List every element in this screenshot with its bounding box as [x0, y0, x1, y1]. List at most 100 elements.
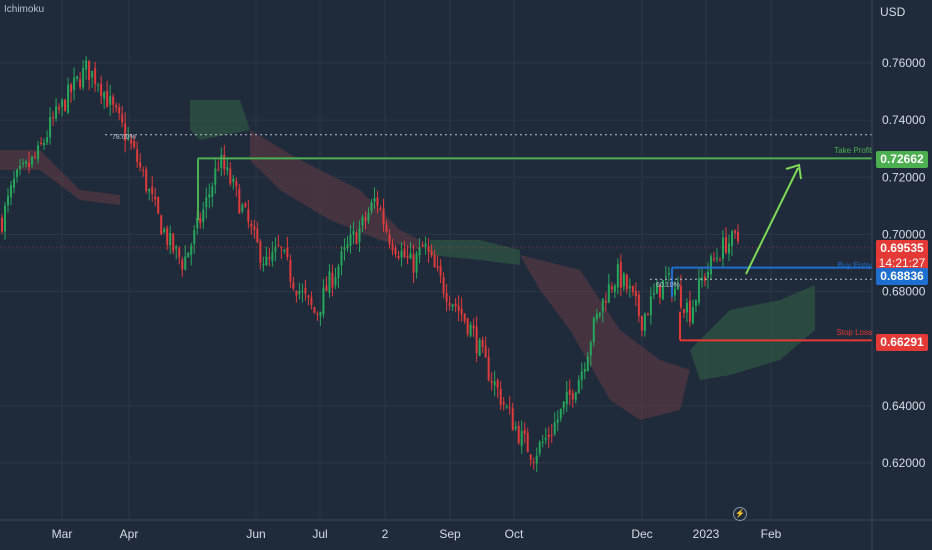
candle-body [631, 285, 634, 292]
candle-body [490, 380, 493, 383]
candle-body [685, 302, 688, 313]
candle-body [406, 255, 409, 258]
candle-body [79, 78, 82, 88]
candle-body [388, 234, 391, 245]
candle-body [610, 286, 613, 290]
candle-body [295, 291, 298, 296]
y-tick-label: 0.68000 [882, 285, 926, 299]
candle-body [493, 381, 496, 385]
candle-body [373, 197, 376, 202]
candle-body [397, 255, 400, 258]
x-tick-label: Dec [631, 527, 652, 541]
candle-body [442, 277, 445, 294]
buy-entry-price-tag: 0.68836 [876, 268, 928, 285]
candle-body [463, 313, 466, 321]
candle-body [247, 209, 250, 222]
candle-body [121, 114, 124, 123]
candle-body [322, 287, 325, 315]
candle-body [619, 261, 622, 288]
candle-body [25, 161, 28, 164]
currency-label[interactable]: USD [880, 5, 906, 19]
candle-body [676, 286, 679, 290]
candle-body [274, 247, 277, 253]
candle-body [571, 393, 574, 400]
candle-body [532, 461, 535, 463]
candle-body [355, 232, 358, 245]
indicator-label[interactable]: Ichimoku [4, 4, 45, 15]
candle-body [22, 162, 25, 164]
candle-body [307, 295, 310, 298]
candle-body [484, 345, 487, 358]
candle-body [376, 197, 379, 207]
candle-body [88, 60, 91, 80]
candle-body [418, 247, 421, 256]
candle-body [10, 185, 13, 198]
candle-body [325, 285, 328, 292]
cloud-segment [520, 255, 690, 420]
candle-body [664, 276, 667, 278]
candle-body [607, 284, 610, 303]
candle-body [415, 253, 418, 273]
x-tick-label: Apr [120, 527, 139, 541]
candle-body [262, 263, 265, 265]
candle-body [106, 91, 109, 107]
candle-body [346, 244, 349, 249]
candle-body [334, 277, 337, 286]
candle-body [205, 197, 208, 208]
candle-body [682, 309, 685, 314]
candle-body [439, 265, 442, 276]
candle-body [511, 408, 514, 431]
candle-body [577, 379, 580, 394]
candle-body [109, 96, 112, 105]
candle-body [565, 391, 568, 405]
candle-body [364, 217, 367, 221]
candle-body [737, 231, 739, 242]
x-tick-label: Jul [312, 527, 327, 541]
candle-body [505, 406, 508, 408]
candle-body [646, 313, 649, 316]
candle-body [400, 250, 403, 258]
candle-body [487, 356, 490, 381]
candle-body [253, 226, 256, 230]
fib-50-label: 50.10% [656, 282, 680, 289]
candle-body [313, 307, 316, 313]
candle-body [727, 243, 730, 254]
candle-body [643, 313, 646, 332]
candle-body [352, 230, 355, 235]
candle-body [469, 324, 472, 336]
take-profit-label: Take Profit [834, 146, 873, 155]
candle-body [634, 290, 637, 297]
candle-body [394, 248, 397, 255]
candle-body [49, 117, 52, 138]
candle-body [115, 105, 118, 108]
candle-body [82, 67, 85, 88]
candle-body [718, 260, 721, 262]
candle-body [691, 306, 694, 324]
candle-body [706, 271, 709, 278]
candle-body [184, 256, 187, 270]
candle-body [427, 246, 430, 252]
candle-body [112, 96, 115, 105]
candle-body [166, 228, 169, 245]
candle-body [583, 368, 586, 372]
candle-body [34, 156, 37, 158]
x-tick-label: 2 [382, 527, 389, 541]
candle-body [448, 302, 451, 306]
y-tick-label: 0.72000 [882, 170, 926, 184]
candle-body [316, 313, 319, 315]
candle-body [1, 217, 3, 232]
lightning-icon[interactable]: ⚡ [733, 507, 747, 521]
candle-body [436, 266, 439, 269]
candle-body [652, 292, 655, 295]
candle-body [637, 294, 640, 317]
candle-body [340, 251, 343, 266]
candle-body [349, 234, 352, 247]
candle-body [301, 290, 304, 292]
candle-body [190, 245, 193, 255]
candlestick-series [1, 56, 739, 473]
candle-body [136, 148, 139, 163]
candle-body [133, 141, 136, 148]
x-tick-label: Sep [439, 527, 461, 541]
candle-body [304, 288, 307, 294]
